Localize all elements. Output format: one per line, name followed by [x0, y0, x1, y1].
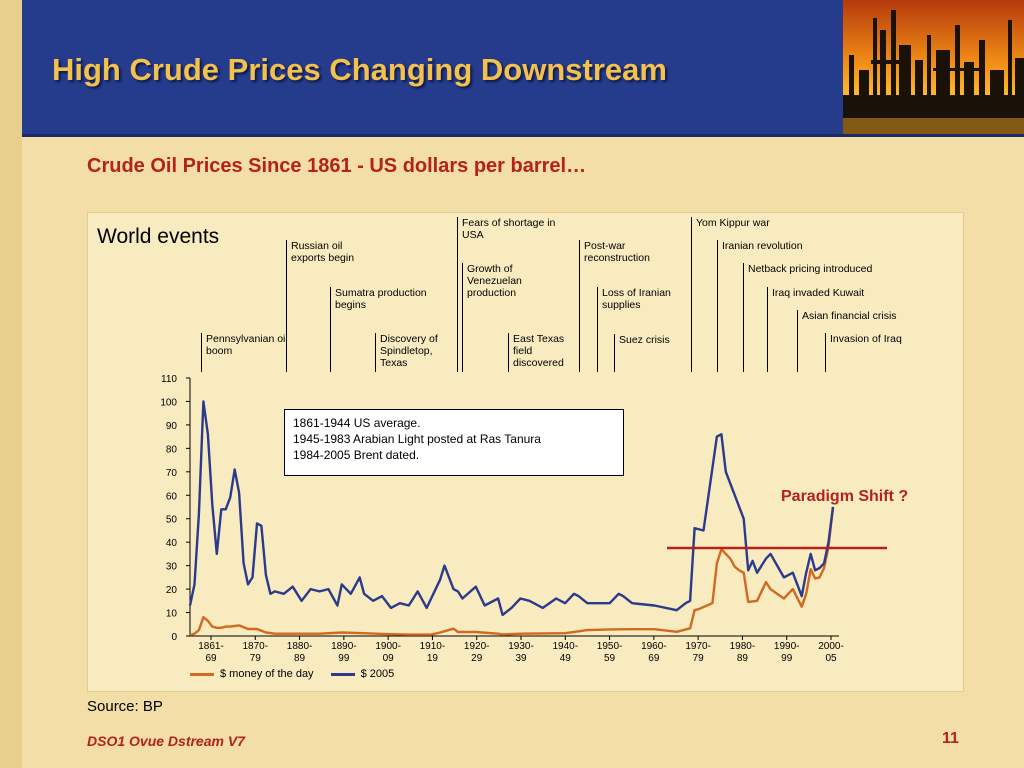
x-tick-label: 05: [825, 653, 837, 664]
slide-title: High Crude Prices Changing Downstream: [52, 52, 667, 87]
legend-item-money: $ money of the day: [190, 668, 314, 680]
refinery-photo: [843, 0, 1024, 134]
event-label: Growth of Venezuelan production: [467, 263, 522, 299]
x-tick-label: 79: [250, 653, 262, 664]
event-invasion-of-iraq: Invasion of Iraq: [825, 333, 930, 372]
x-tick-label: 69: [205, 653, 217, 664]
legend-label: $ money of the day: [220, 668, 314, 680]
y-tick-label: 90: [166, 421, 178, 432]
y-tick-label: 0: [171, 632, 177, 643]
event-suez-crisis: Suez crisis: [614, 334, 689, 372]
event-label: Post-war reconstruction: [584, 240, 650, 264]
event-russian-oil-exports: Russian oil exports begin: [286, 240, 365, 372]
event-label: East Texas field discovered: [513, 333, 565, 369]
series-line-2005-dollars: [188, 400, 835, 617]
note-line: 1984-2005 Brent dated.: [293, 448, 420, 462]
x-tick-label: 1930-: [508, 641, 534, 652]
note-line: 1945-1983 Arabian Light posted at Ras Ta…: [293, 432, 541, 446]
x-tick-label: 1960-: [641, 641, 667, 652]
x-tick-label: 99: [338, 653, 350, 664]
x-tick-label: 39: [515, 653, 527, 664]
x-tick-label: 1970-: [685, 641, 711, 652]
event-label: Iraq invaded Kuwait: [772, 287, 865, 299]
event-label: Iranian revolution: [722, 240, 803, 252]
footer-text: DSO1 Ovue Dstream V7: [87, 733, 245, 749]
event-label: Yom Kippur war: [696, 217, 770, 229]
paradigm-shift-label: Paradigm Shift ?: [781, 488, 909, 505]
event-fears-of-shortage: Fears of shortage in USA: [457, 217, 558, 372]
x-tick-label: 99: [781, 653, 793, 664]
page-number: 11: [942, 730, 959, 747]
y-tick-label: 40: [166, 538, 178, 549]
x-tick-label: 1940-: [552, 641, 578, 652]
x-tick-label: 89: [294, 653, 306, 664]
chart-subtitle: Crude Oil Prices Since 1861 - US dollars…: [87, 155, 587, 177]
legend-swatch: [190, 672, 214, 676]
event-sumatra-production: Sumatra production begins: [330, 287, 443, 372]
y-tick-label: 70: [166, 468, 178, 479]
event-label: Suez crisis: [619, 334, 670, 346]
x-tick-label: 1950-: [597, 641, 623, 652]
x-tick-label: 1890-: [331, 641, 357, 652]
x-tick-label: 2000-: [818, 641, 844, 652]
x-tick-label: 89: [737, 653, 749, 664]
y-tick-label: 50: [166, 515, 178, 526]
event-netback-pricing: Netback pricing introduced: [743, 263, 898, 372]
event-label: Pennsylvanian oil boom: [206, 333, 288, 357]
y-tick-label: 60: [166, 491, 178, 502]
note-line: 1861-1944 US average.: [293, 416, 421, 430]
event-label: Russian oil exports begin: [291, 240, 355, 264]
event-spindletop: Discovery of Spindletop, Texas: [375, 333, 452, 372]
x-tick-label: 59: [604, 653, 616, 664]
event-label: Asian financial crisis: [802, 310, 897, 322]
y-tick-label: 100: [160, 397, 177, 408]
x-tick-label: 49: [560, 653, 572, 664]
y-tick-label: 30: [166, 562, 178, 573]
left-strip: [0, 0, 22, 768]
event-iranian-revolution: Iranian revolution: [717, 240, 830, 372]
x-tick-label: 09: [383, 653, 395, 664]
event-post-war-reconstruction: Post-war reconstruction: [579, 240, 664, 372]
event-east-texas-field: East Texas field discovered: [508, 333, 575, 372]
event-label: Sumatra production begins: [335, 287, 427, 311]
x-tick-label: 1920-: [464, 641, 490, 652]
x-tick-label: 69: [648, 653, 660, 664]
header-divider: [22, 134, 1024, 137]
x-tick-label: 1861-: [198, 641, 224, 652]
series-line-money-of-the-day: [189, 506, 835, 636]
y-tick-label: 80: [166, 444, 178, 455]
x-tick-label: 1880-: [287, 641, 313, 652]
legend-swatch: [330, 672, 355, 676]
x-tick-label: 1870-: [242, 641, 268, 652]
event-iraq-invaded-kuwait: Iraq invaded Kuwait: [767, 287, 892, 372]
event-yom-kippur-war: Yom Kippur war: [691, 217, 796, 372]
x-tick-label: 1990-: [774, 641, 800, 652]
event-pennsylvanian-oil-boom: Pennsylvanian oil boom: [201, 333, 314, 372]
x-tick-label: 1980-: [730, 641, 756, 652]
legend-item-2005: $ 2005: [330, 668, 395, 680]
y-tick-label: 20: [166, 585, 178, 596]
event-label: Loss of Iranian supplies: [602, 287, 671, 311]
chart-legend: $ money of the day $ 2005: [190, 668, 408, 680]
event-label: Fears of shortage in USA: [462, 217, 556, 241]
event-asian-financial-crisis: Asian financial crisis: [797, 310, 922, 372]
source-text: Source: BP: [87, 698, 163, 715]
event-label: Invasion of Iraq: [830, 333, 902, 345]
x-tick-label: 1910-: [420, 641, 446, 652]
event-venezuelan-production: Growth of Venezuelan production: [462, 263, 537, 372]
event-label: Discovery of Spindletop, Texas: [380, 333, 438, 369]
x-tick-label: 1900-: [375, 641, 401, 652]
x-tick-label: 19: [427, 653, 439, 664]
world-events-heading: World events: [97, 225, 220, 248]
x-tick-label: 29: [471, 653, 483, 664]
legend-label: $ 2005: [360, 668, 395, 680]
data-source-note: 1861-1944 US average. 1945-1983 Arabian …: [284, 409, 624, 476]
event-label: Netback pricing introduced: [748, 263, 873, 275]
y-tick-label: 110: [161, 374, 177, 385]
y-tick-label: 10: [166, 609, 178, 620]
x-tick-label: 79: [693, 653, 705, 664]
event-loss-of-iranian-supplies: Loss of Iranian supplies: [597, 287, 686, 372]
